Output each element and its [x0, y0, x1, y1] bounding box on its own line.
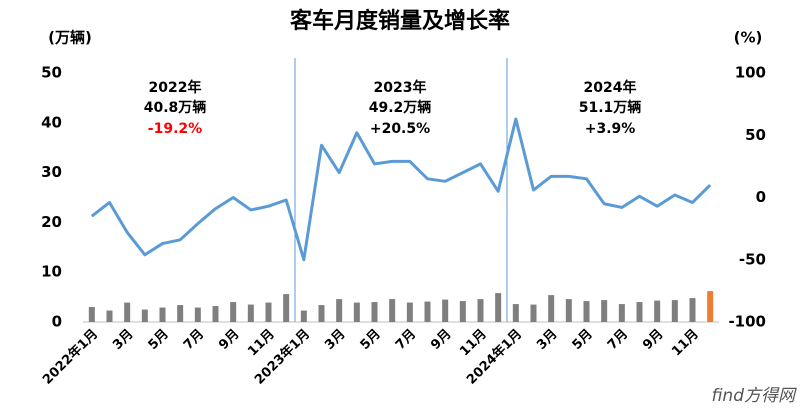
bar	[406, 302, 413, 322]
bar	[247, 304, 254, 322]
annotation-total: 51.1万辆	[579, 99, 642, 116]
annotation-year: 2023年	[374, 79, 427, 96]
bar	[230, 302, 237, 322]
bar	[283, 294, 290, 322]
bar	[654, 300, 661, 322]
bar	[565, 299, 572, 322]
bar	[495, 293, 502, 322]
y2-tick-label: 100	[735, 64, 766, 82]
bar	[707, 291, 714, 322]
bar	[530, 304, 537, 322]
bar	[159, 307, 166, 322]
bar	[442, 299, 449, 322]
x-tick-label: 5月	[146, 327, 172, 353]
bar	[618, 304, 625, 322]
y2-tick-label: -100	[728, 313, 766, 331]
bar	[336, 299, 343, 322]
bar	[689, 298, 696, 322]
x-tick-label: 7月	[393, 327, 419, 353]
bar	[141, 309, 148, 322]
x-tick-label: 5月	[358, 327, 384, 353]
x-tick-label: 7月	[181, 327, 207, 353]
bar	[265, 302, 272, 322]
bar	[88, 307, 95, 322]
bar	[389, 299, 396, 322]
annotation-year: 2024年	[584, 79, 637, 96]
bar	[124, 302, 131, 322]
bar	[459, 301, 466, 322]
x-tick-label: 11月	[245, 327, 278, 360]
annotation-growth: -19.2%	[148, 121, 202, 137]
bar	[212, 306, 219, 322]
bar	[477, 299, 484, 322]
y-tick-label: 10	[41, 263, 62, 281]
x-tick-label: 9月	[640, 327, 666, 353]
y-axis-label: (万辆)	[48, 29, 92, 47]
x-tick-label: 7月	[605, 327, 631, 353]
y2-axis-label: (%)	[734, 29, 763, 47]
bar	[177, 305, 184, 322]
bar	[636, 302, 643, 322]
bar	[548, 295, 555, 322]
y-tick-label: 30	[41, 163, 62, 181]
annotation-growth: +20.5%	[370, 121, 430, 137]
bar	[353, 302, 360, 322]
y2-tick-label: 50	[745, 126, 766, 144]
x-tick-label: 3月	[110, 327, 136, 353]
line	[90, 117, 712, 262]
x-tick-label: 11月	[457, 327, 490, 360]
annotation-growth: +3.9%	[585, 121, 636, 137]
annotation-total: 49.2万辆	[369, 99, 432, 116]
x-tick-label: 3月	[322, 327, 348, 353]
annotation-total: 40.8万辆	[144, 99, 207, 116]
bar	[318, 305, 325, 322]
bar	[371, 302, 378, 322]
bar	[512, 304, 519, 322]
bar	[424, 301, 431, 322]
bar	[194, 307, 201, 322]
y-tick-label: 50	[41, 64, 62, 82]
bar	[300, 310, 307, 322]
y-tick-label: 40	[41, 113, 62, 131]
x-tick-label: 9月	[428, 327, 454, 353]
y2-tick-label: 0	[756, 188, 766, 206]
x-tick-label: 2022年1月	[39, 326, 101, 388]
y-tick-label: 0	[52, 313, 62, 331]
bar	[583, 301, 590, 322]
x-tick-label: 9月	[216, 327, 242, 353]
bar	[671, 300, 678, 322]
annotation-year: 2022年	[149, 79, 202, 96]
y2-tick-label: -50	[739, 250, 766, 268]
chart-title: 客车月度销量及增长率	[290, 8, 510, 34]
bar	[601, 300, 608, 322]
y-tick-label: 20	[41, 213, 62, 231]
bar	[106, 310, 113, 322]
x-tick-label: 3月	[534, 327, 560, 353]
watermark: find方得网	[711, 386, 797, 406]
x-tick-label: 11月	[669, 327, 702, 360]
x-tick-label: 5月	[570, 327, 596, 353]
